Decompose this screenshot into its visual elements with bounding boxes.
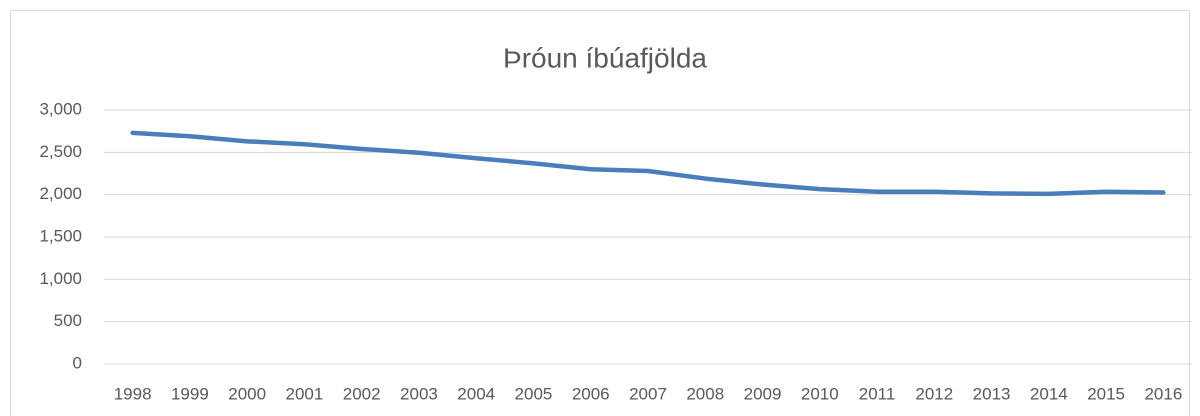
x-tick-label: 2016 (1144, 384, 1182, 403)
y-tick-label: 1,500 (39, 226, 82, 245)
x-tick-label: 2008 (686, 384, 724, 403)
x-tick-label: 2012 (915, 384, 953, 403)
x-tick-label: 2014 (1030, 384, 1068, 403)
x-tick-label: 2009 (744, 384, 782, 403)
y-tick-label: 500 (54, 311, 82, 330)
chart-border (10, 10, 1190, 416)
x-tick-label: 2001 (286, 384, 324, 403)
chart-title: Þróun íbúafjölda (503, 42, 707, 73)
x-tick-label: 2006 (572, 384, 610, 403)
x-tick-label: 2003 (400, 384, 438, 403)
x-tick-label: 2004 (457, 384, 495, 403)
x-tick-label: 2007 (629, 384, 667, 403)
x-tick-label: 2002 (343, 384, 381, 403)
x-tick-label: 2010 (801, 384, 839, 403)
x-tick-label: 1999 (171, 384, 209, 403)
y-tick-label: 2,500 (39, 142, 82, 161)
data-line (130, 130, 1166, 197)
y-tick-label: 0 (73, 353, 82, 372)
x-tick-label: 2013 (973, 384, 1011, 403)
x-tick-label: 2015 (1087, 384, 1125, 403)
x-tick-label: 1998 (114, 384, 152, 403)
y-tick-label: 3,000 (39, 99, 82, 118)
x-tick-label: 2005 (515, 384, 553, 403)
y-tick-label: 1,000 (39, 269, 82, 288)
y-tick-label: 2,000 (39, 184, 82, 203)
x-tick-label: 2000 (228, 384, 266, 403)
x-tick-label: 2011 (859, 384, 896, 403)
